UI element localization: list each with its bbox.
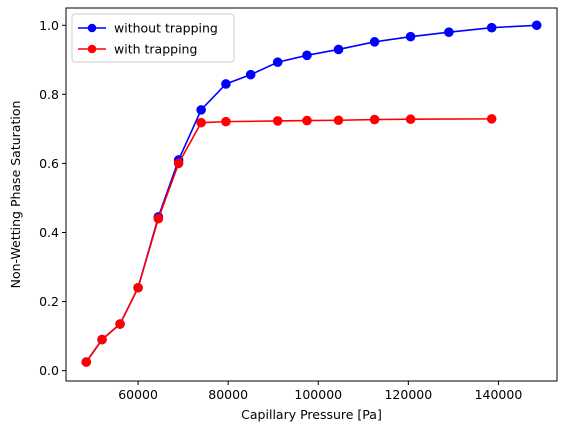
legend-item: without trapping (78, 21, 218, 36)
series-layer (81, 20, 542, 367)
legend-label: without trapping (114, 21, 218, 36)
legend-label: with trapping (114, 42, 197, 57)
y-tick-label: 0.0 (39, 363, 59, 378)
data-point (333, 115, 344, 126)
data-point (81, 357, 92, 367)
data-point (196, 117, 206, 128)
data-point (486, 22, 497, 33)
data-point (333, 44, 344, 55)
x-tick-label: 100000 (294, 387, 342, 402)
series-line (85, 118, 492, 363)
data-point (272, 116, 283, 126)
y-tick-label: 0.4 (39, 225, 59, 240)
legend-box (71, 13, 235, 63)
data-point (444, 27, 454, 37)
data-point (486, 114, 497, 124)
data-point (272, 57, 283, 68)
data-point (133, 282, 143, 293)
data-point (302, 50, 312, 61)
legend-marker (87, 23, 97, 33)
legend-marker (87, 44, 97, 54)
y-tick-label: 1.0 (39, 18, 59, 33)
y-tick-label: 0.2 (39, 294, 59, 309)
y-axis-label: Non-Wetting Phase Saturation (8, 101, 23, 289)
data-point (245, 69, 256, 80)
x-tick-label: 60000 (118, 387, 158, 402)
series-with-trapping (81, 114, 497, 367)
data-point (196, 105, 206, 115)
data-point (115, 319, 125, 329)
data-point (302, 115, 312, 126)
y-tick-label: 0.6 (39, 156, 59, 171)
data-point (405, 31, 416, 42)
plot-frame (65, 7, 558, 382)
legend-item: with trapping (78, 42, 197, 57)
series-line (85, 24, 537, 363)
data-point (153, 213, 164, 224)
data-point (405, 114, 416, 125)
x-axis-ticks: 60000 80000 100000 120000 140000 (118, 381, 522, 402)
data-point (97, 334, 107, 345)
y-axis-ticks: 0.0 0.2 0.4 0.6 0.8 1.0 (39, 18, 66, 378)
data-point (531, 20, 542, 31)
x-tick-label: 120000 (384, 387, 432, 402)
x-tick-label: 80000 (208, 387, 248, 402)
data-point (221, 116, 231, 127)
data-point (173, 158, 184, 169)
legend: without trapping with trapping (71, 13, 235, 63)
data-point (369, 37, 380, 47)
data-point (221, 79, 231, 89)
y-tick-label: 0.8 (39, 87, 59, 102)
series-without-trapping (81, 20, 542, 367)
x-axis-label: Capillary Pressure [Pa] (241, 407, 382, 422)
x-tick-label: 140000 (475, 387, 523, 402)
data-point (369, 114, 380, 125)
